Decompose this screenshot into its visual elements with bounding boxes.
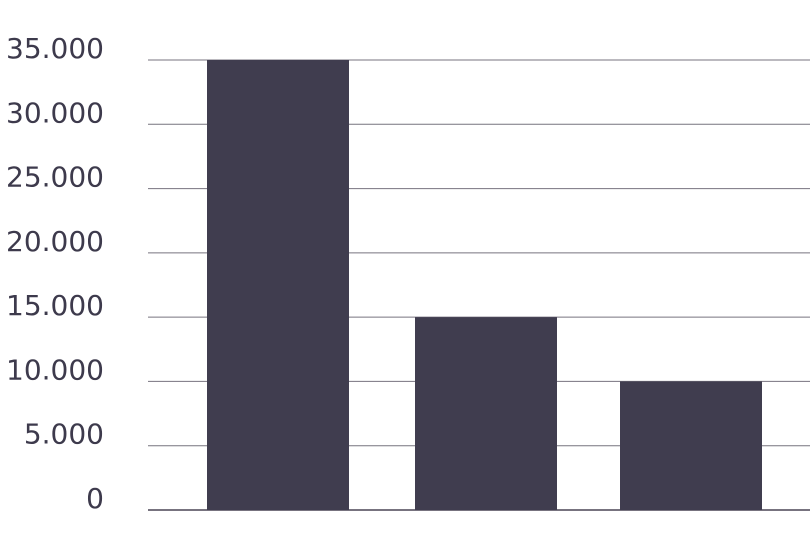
bar [207, 60, 349, 510]
bar [620, 381, 762, 510]
y-tick-label: 0 [86, 482, 104, 515]
y-tick-label: 10.000 [6, 353, 104, 386]
y-tick-label: 30.000 [6, 96, 104, 129]
y-tick-label: 15.000 [6, 289, 104, 322]
y-tick-label: 35.000 [6, 32, 104, 65]
y-tick-label: 20.000 [6, 225, 104, 258]
y-tick-label: 25.000 [6, 161, 104, 194]
bar [415, 317, 557, 510]
y-tick-label: 5.000 [24, 418, 104, 451]
